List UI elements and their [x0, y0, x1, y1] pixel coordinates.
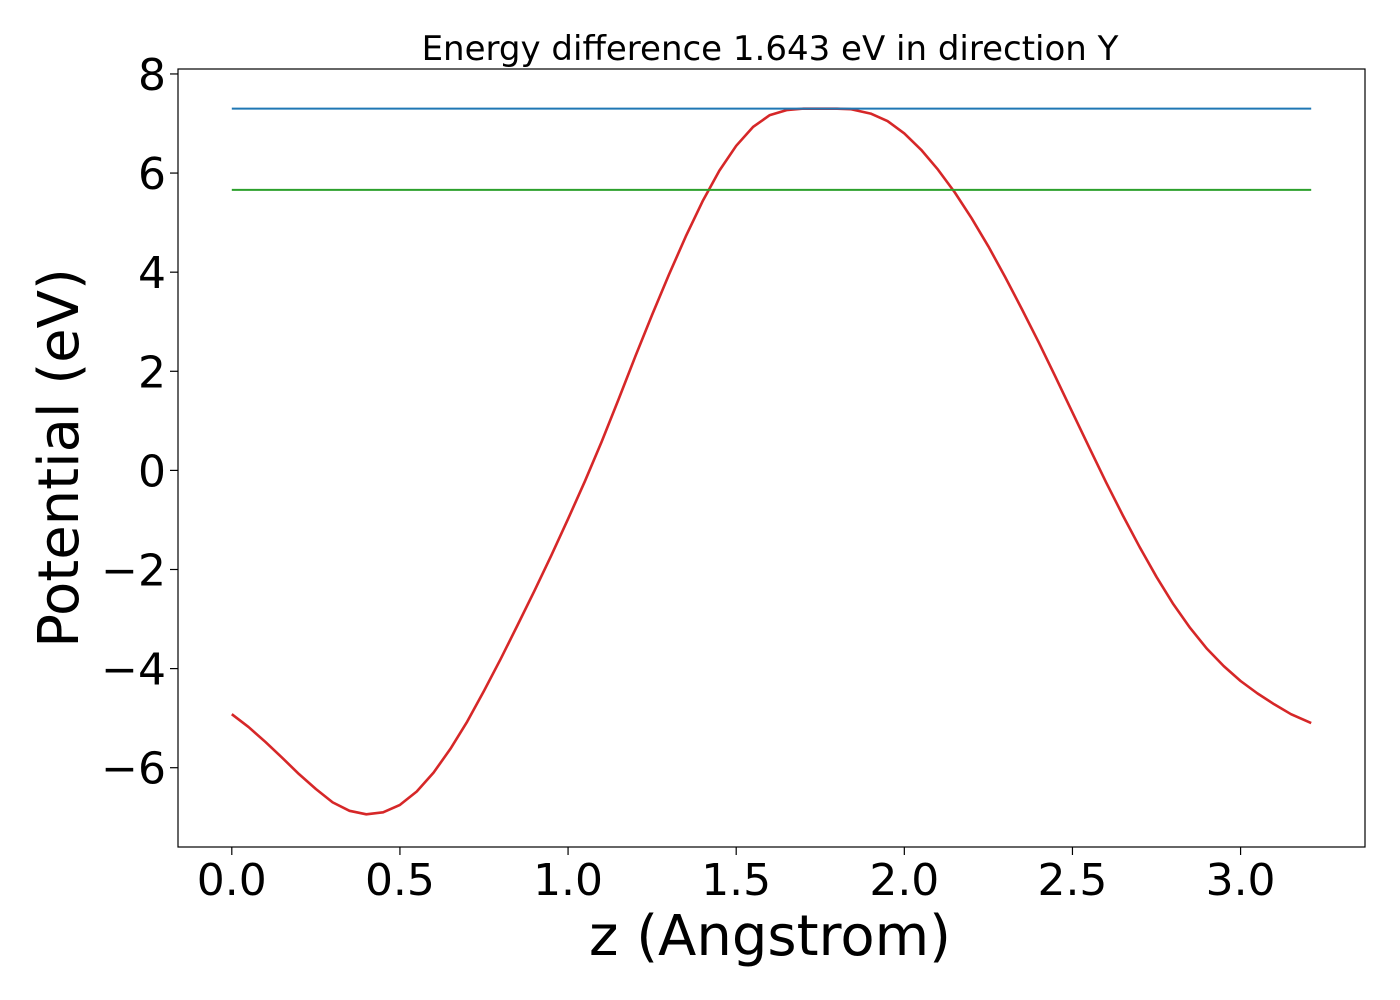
y-axis-ticks: 8 6 4 2 0 −2 −4 −6	[101, 50, 178, 795]
x-tick-label: 1.0	[533, 855, 603, 906]
x-tick-label: 0.0	[197, 855, 267, 906]
y-tick-label: −2	[101, 545, 166, 596]
x-axis-label: z (Angstrom)	[589, 904, 951, 969]
x-tick-label: 2.0	[869, 855, 939, 906]
x-tick-label: 0.5	[365, 855, 435, 906]
y-tick-label: 0	[138, 446, 166, 497]
y-axis-label: Potential (eV)	[27, 268, 92, 648]
plot-frame	[177, 68, 1366, 848]
y-tick-label: 4	[138, 248, 166, 299]
y-tick-label: −4	[101, 645, 166, 696]
x-tick-label: 3.0	[1206, 855, 1276, 906]
y-tick-label: 8	[138, 50, 166, 101]
chart-title: Energy difference 1.643 eV in direction …	[422, 29, 1119, 69]
series-line-0	[231, 107, 1312, 816]
y-tick-label: 2	[138, 347, 166, 398]
y-tick-label: 6	[138, 149, 166, 200]
plot-series-group	[231, 107, 1312, 816]
y-tick-label: −6	[101, 744, 166, 795]
x-tick-label: 1.5	[701, 855, 771, 906]
x-axis-ticks: 0.0 0.5 1.0 1.5 2.0 2.5 3.0	[197, 847, 1276, 906]
x-tick-label: 2.5	[1037, 855, 1107, 906]
